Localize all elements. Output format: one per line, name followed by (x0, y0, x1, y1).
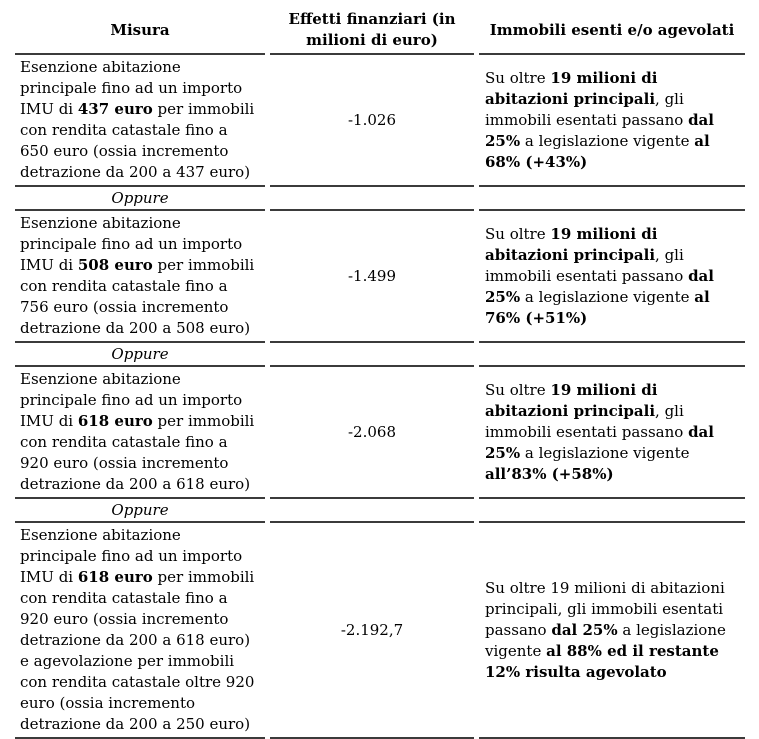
financial-effect-cell: -2.192,7 (270, 523, 474, 739)
exempt-properties-cell: Su oltre 19 milioni di abitazioni princi… (479, 523, 745, 739)
table-row: Esenzione abitazione principale fino ad … (15, 211, 745, 343)
financial-effect-cell: -1.026 (270, 55, 474, 187)
measure-cell-618: Esenzione abitazione principale fino ad … (15, 367, 265, 499)
empty-cell (270, 187, 474, 211)
oppure-separator-row: Oppure (15, 187, 745, 211)
table-header-row: Misura Effetti finanziari (in milioni di… (15, 7, 745, 55)
table-row: Esenzione abitazione principale fino ad … (15, 367, 745, 499)
header-immobili-esenti: Immobili esenti e/o agevolati (479, 7, 745, 55)
header-misura: Misura (15, 7, 265, 55)
empty-cell (479, 499, 745, 523)
header-effetti-finanziari: Effetti finanziari (in milioni di euro) (270, 7, 474, 55)
oppure-separator-row: Oppure (15, 499, 745, 523)
measure-cell-437: Esenzione abitazione principale fino ad … (15, 55, 265, 187)
table-row: Esenzione abitazione principale fino ad … (15, 55, 745, 187)
empty-cell (270, 499, 474, 523)
oppure-label: Oppure (15, 343, 265, 367)
measure-cell-508: Esenzione abitazione principale fino ad … (15, 211, 265, 343)
oppure-separator-row: Oppure (15, 343, 745, 367)
oppure-label: Oppure (15, 499, 265, 523)
measure-cell-618-agevolazione: Esenzione abitazione principale fino ad … (15, 523, 265, 739)
empty-cell (479, 187, 745, 211)
exempt-properties-cell: Su oltre 19 milioni di abitazioni princi… (479, 211, 745, 343)
empty-cell (479, 343, 745, 367)
table-row: Esenzione abitazione principale fino ad … (15, 523, 745, 739)
financial-effect-cell: -1.499 (270, 211, 474, 343)
oppure-label: Oppure (15, 187, 265, 211)
financial-effect-cell: -2.068 (270, 367, 474, 499)
exempt-properties-cell: Su oltre 19 milioni di abitazioni princi… (479, 367, 745, 499)
exempt-properties-cell: Su oltre 19 milioni di abitazioni princi… (479, 55, 745, 187)
imu-exemption-table: Misura Effetti finanziari (in milioni di… (10, 7, 750, 739)
empty-cell (270, 343, 474, 367)
